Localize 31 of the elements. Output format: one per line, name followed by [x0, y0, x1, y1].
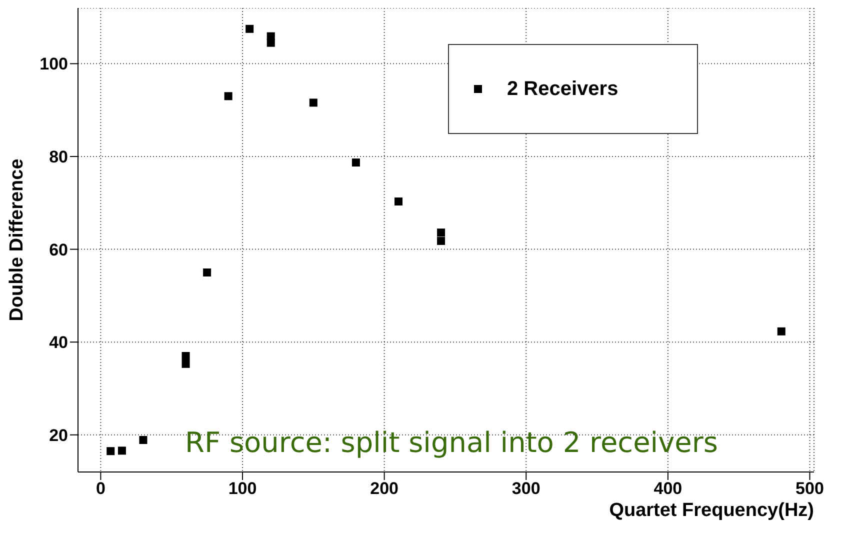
point	[437, 236, 446, 245]
point	[182, 352, 190, 360]
point	[777, 327, 786, 336]
point	[309, 98, 318, 107]
y-tick-label: 80	[49, 148, 68, 167]
annotation: RF source: split signal into 2 receivers	[185, 426, 718, 459]
y-tick-label: 40	[49, 333, 68, 352]
x-tick-label: 300	[512, 479, 540, 498]
x-tick-label: 500	[796, 479, 824, 498]
y-tick-label: 20	[49, 426, 68, 445]
y-tick-label: 100	[40, 54, 68, 74]
legend-label: 2 Receivers	[507, 78, 618, 100]
point	[118, 446, 126, 455]
x-tick-label: 100	[228, 479, 257, 498]
point	[246, 24, 254, 33]
x-axis-title: Quartet Frequency(Hz)	[609, 500, 814, 521]
legend-box: 2 Receivers	[448, 44, 698, 134]
point	[224, 92, 232, 100]
point	[266, 38, 275, 47]
x-tick-label: 200	[370, 479, 398, 498]
point	[106, 447, 115, 456]
point	[139, 436, 148, 444]
y-tick-label: 60	[49, 240, 68, 260]
y-axis-title: Double Difference	[6, 158, 28, 322]
point	[437, 228, 446, 237]
point	[182, 360, 190, 368]
point	[352, 158, 360, 167]
point	[394, 197, 402, 206]
x-tick-label: 400	[654, 479, 682, 498]
x-tick-label: 0	[96, 479, 106, 498]
point	[203, 268, 212, 276]
